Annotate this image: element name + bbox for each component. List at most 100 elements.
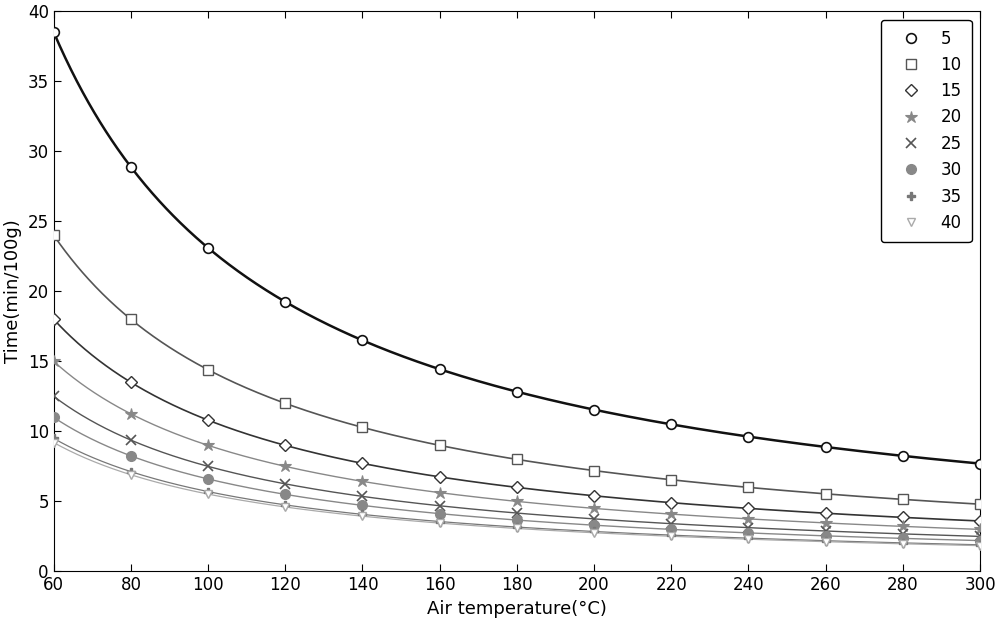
40 xyxy=(356,513,368,520)
35 xyxy=(897,539,909,547)
35 xyxy=(356,511,368,518)
30 xyxy=(588,521,600,529)
15 xyxy=(125,379,137,386)
30 xyxy=(279,491,291,498)
X-axis label: Air temperature(°C): Air temperature(°C) xyxy=(427,600,607,618)
40 xyxy=(820,538,832,545)
15 xyxy=(48,315,60,323)
30 xyxy=(820,532,832,540)
10 xyxy=(279,399,291,407)
5 xyxy=(202,244,214,252)
10 xyxy=(202,366,214,373)
40 xyxy=(279,503,291,511)
5 xyxy=(588,406,600,414)
15 xyxy=(511,484,523,491)
10 xyxy=(125,315,137,323)
Legend: 5, 10, 15, 20, 25, 30, 35, 40: 5, 10, 15, 20, 25, 30, 35, 40 xyxy=(881,19,972,242)
5 xyxy=(974,460,986,467)
5 xyxy=(742,433,754,440)
20 xyxy=(48,358,60,365)
30 xyxy=(356,502,368,509)
35 xyxy=(588,527,600,535)
40 xyxy=(511,525,523,532)
15 xyxy=(742,504,754,512)
5 xyxy=(511,388,523,396)
10 xyxy=(356,424,368,431)
15 xyxy=(279,442,291,449)
20 xyxy=(434,489,446,496)
5 xyxy=(820,443,832,451)
20 xyxy=(125,410,137,417)
15 xyxy=(897,514,909,521)
30 xyxy=(125,452,137,460)
25 xyxy=(974,532,986,540)
40 xyxy=(125,471,137,478)
25 xyxy=(356,493,368,500)
25 xyxy=(665,520,677,527)
20 xyxy=(820,519,832,527)
Line: 10: 10 xyxy=(49,230,985,509)
10 xyxy=(742,484,754,491)
20 xyxy=(279,463,291,470)
15 xyxy=(820,509,832,517)
40 xyxy=(665,532,677,540)
Line: 25: 25 xyxy=(49,391,985,541)
25 xyxy=(125,437,137,444)
20 xyxy=(665,511,677,518)
15 xyxy=(588,492,600,499)
Line: 5: 5 xyxy=(49,27,985,468)
40 xyxy=(202,490,214,498)
20 xyxy=(511,498,523,505)
30 xyxy=(974,537,986,544)
15 xyxy=(434,473,446,481)
30 xyxy=(897,535,909,542)
35 xyxy=(434,518,446,525)
35 xyxy=(665,531,677,539)
15 xyxy=(202,416,214,424)
40 xyxy=(742,536,754,543)
25 xyxy=(279,480,291,488)
15 xyxy=(974,518,986,525)
30 xyxy=(48,414,60,421)
15 xyxy=(356,460,368,467)
Line: 30: 30 xyxy=(49,412,985,545)
30 xyxy=(202,475,214,483)
Line: 15: 15 xyxy=(50,315,984,525)
35 xyxy=(820,537,832,544)
25 xyxy=(434,502,446,509)
35 xyxy=(511,523,523,531)
25 xyxy=(202,463,214,470)
Line: 35: 35 xyxy=(50,434,984,549)
10 xyxy=(897,496,909,503)
40 xyxy=(897,540,909,547)
15 xyxy=(665,499,677,506)
20 xyxy=(742,515,754,522)
35 xyxy=(279,501,291,509)
20 xyxy=(202,442,214,449)
30 xyxy=(511,516,523,524)
10 xyxy=(820,490,832,498)
35 xyxy=(742,534,754,542)
10 xyxy=(511,456,523,463)
30 xyxy=(742,529,754,537)
20 xyxy=(974,526,986,533)
5 xyxy=(48,29,60,36)
10 xyxy=(48,231,60,239)
5 xyxy=(279,298,291,305)
25 xyxy=(588,515,600,522)
30 xyxy=(665,526,677,533)
25 xyxy=(511,509,523,517)
40 xyxy=(434,519,446,527)
35 xyxy=(125,468,137,475)
5 xyxy=(356,337,368,344)
20 xyxy=(356,478,368,485)
25 xyxy=(742,524,754,531)
20 xyxy=(588,504,600,512)
25 xyxy=(820,527,832,535)
30 xyxy=(434,510,446,518)
40 xyxy=(588,529,600,537)
25 xyxy=(897,530,909,537)
5 xyxy=(434,366,446,373)
40 xyxy=(48,439,60,447)
Y-axis label: Time(min/100g): Time(min/100g) xyxy=(4,220,22,363)
